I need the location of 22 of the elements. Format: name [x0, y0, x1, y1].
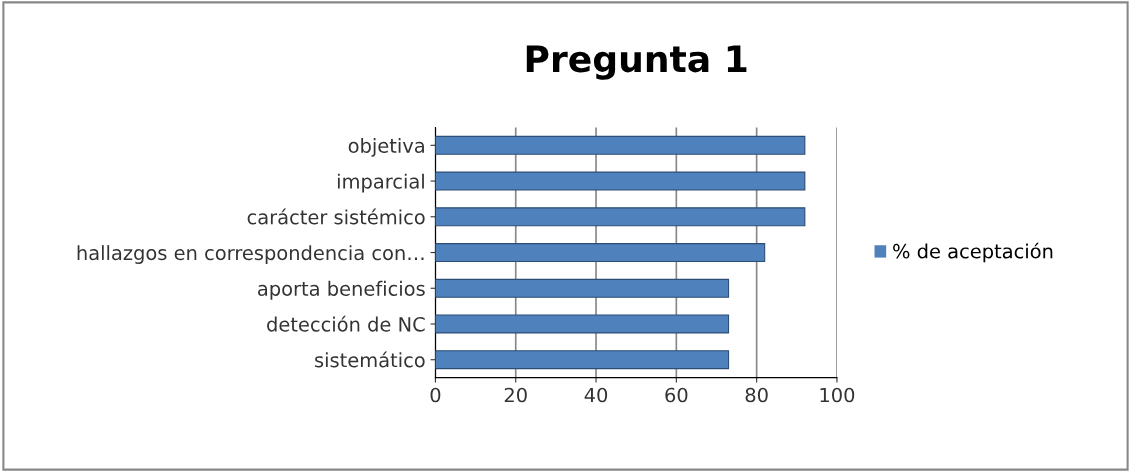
x-tick-label: 40	[584, 387, 608, 403]
bar	[435, 171, 806, 191]
y-tick-label: detección de NC	[267, 315, 425, 332]
y-tick-label: hallazgos en correspondencia con…	[77, 245, 424, 264]
bar	[435, 135, 806, 155]
y-tick-label: aporta beneficios	[258, 280, 425, 300]
bar	[435, 243, 766, 263]
y-tick-label: sistemático	[315, 351, 425, 368]
bar	[435, 278, 730, 298]
bar	[435, 314, 730, 334]
y-tick-label: imparcial	[337, 173, 424, 193]
y-tick-label: objetiva	[348, 137, 424, 157]
chart-title: Pregunta 1	[526, 45, 747, 80]
x-tick-label: 80	[745, 387, 768, 403]
legend-label: % de aceptación	[893, 242, 1053, 263]
y-tick-label: carácter sistémico	[247, 208, 425, 225]
bar	[435, 207, 806, 227]
x-tick-label: 20	[504, 387, 527, 403]
x-tick-label: 100	[820, 387, 855, 403]
x-tick-label: 60	[665, 387, 688, 403]
bar	[435, 350, 730, 370]
x-tick-label: 0	[430, 387, 441, 403]
